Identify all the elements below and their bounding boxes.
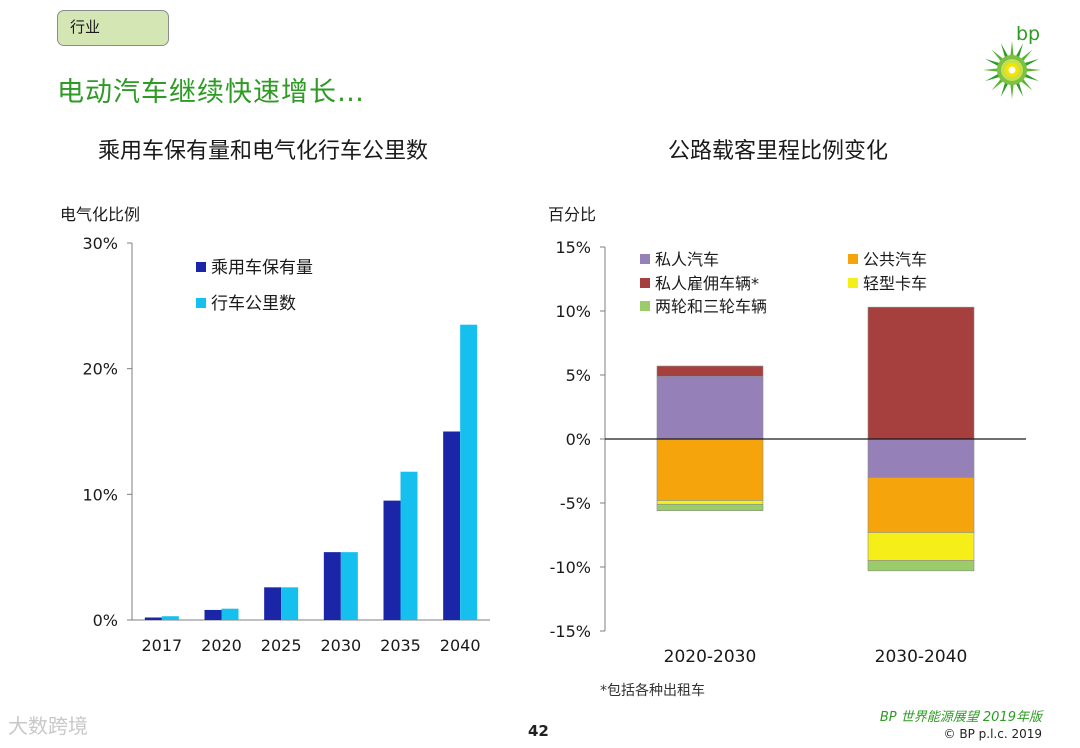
stack-two-three-wheeler-2020-2030 [657, 504, 763, 510]
watermark: 大数跨境 [8, 710, 88, 739]
right-y-axis-label: 百分比 [548, 205, 596, 224]
right-y-tick-label: 5% [566, 366, 591, 385]
right-x-tick-label: 2030-2040 [875, 647, 968, 667]
legend-label-light-truck: 轻型卡车 [863, 274, 927, 293]
legend-swatch-two-three-wheeler [640, 301, 650, 311]
stack-bus-2030-2040 [868, 477, 974, 532]
stack-bus-2020-2030 [657, 439, 763, 500]
legend-swatch-private-car [640, 254, 650, 264]
legend-swatch-light-truck [848, 278, 858, 288]
page-number: 42 [528, 722, 549, 740]
legend-label-private-car: 私人汽车 [655, 250, 719, 269]
copyright: © BP p.l.c. 2019 [944, 727, 1042, 741]
right-y-tick-label: -10% [550, 558, 591, 577]
stack-light-truck-2030-2040 [868, 532, 974, 560]
legend-label-two-three-wheeler: 两轮和三轮车辆 [655, 297, 767, 316]
right-y-tick-label: -15% [550, 622, 591, 641]
right-y-tick-label: 10% [555, 302, 591, 321]
stack-two-three-wheeler-2030-2040 [868, 561, 974, 571]
right-y-tick-label: -5% [560, 494, 591, 513]
stack-private-car-2030-2040 [868, 439, 974, 477]
legend-label-bus: 公共汽车 [863, 250, 927, 269]
stack-private-hire-2030-2040 [868, 307, 974, 439]
legend-swatch-private-hire [640, 278, 650, 288]
stack-private-hire-2020-2030 [657, 366, 763, 376]
legend-swatch-bus [848, 254, 858, 264]
right-x-tick-label: 2020-2030 [664, 647, 757, 667]
right-y-tick-label: 0% [566, 430, 591, 449]
report-name: BP 世界能源展望 2019年版 [880, 706, 1042, 725]
passenger-distance-change-chart: 百分比 15% 10% 5% 0% -5% -10% -15% 2020-2030 2030-20… [0, 0, 1080, 700]
footnote: *包括各种出租车 [600, 680, 705, 700]
legend-label-private-hire: 私人雇佣车辆* [655, 274, 759, 293]
stack-private-car-2020-2030 [657, 376, 763, 439]
right-y-tick-label: 15% [555, 238, 591, 257]
stack-light-truck-2020-2030 [657, 500, 763, 504]
